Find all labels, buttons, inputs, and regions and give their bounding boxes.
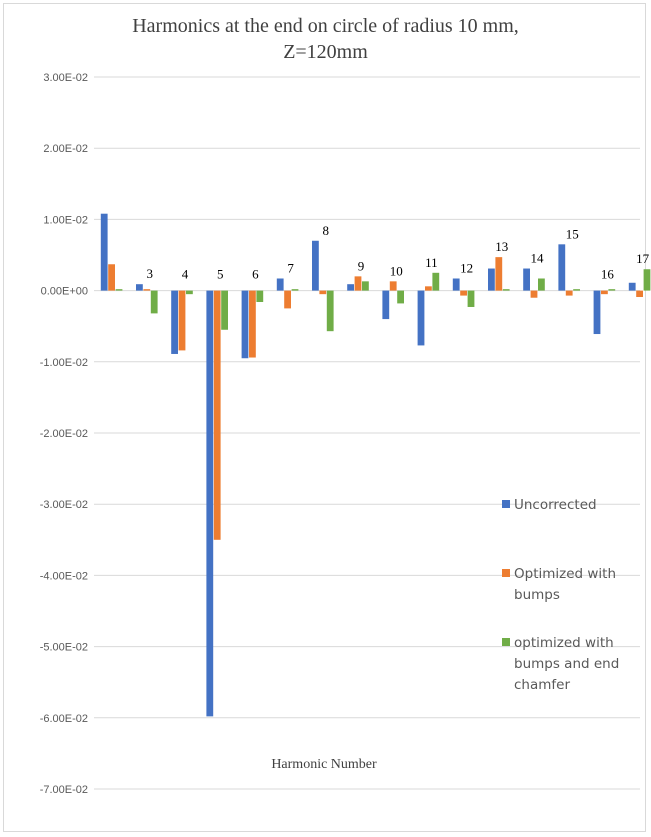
category-label: 9 bbox=[358, 258, 365, 273]
bar-uncorrected-h16 bbox=[593, 290, 601, 335]
bar-optimized-with-bumps-h2 bbox=[108, 264, 115, 291]
bar-optimized-with-bumps-h16 bbox=[601, 290, 608, 295]
bar-optimized-with-bumps-h13 bbox=[495, 257, 503, 291]
bars bbox=[100, 213, 651, 717]
category-label: 17 bbox=[636, 251, 650, 266]
bar-optimized-with-bumps-and-end-chamfer-h17 bbox=[643, 269, 651, 291]
bar-uncorrected-h8 bbox=[312, 240, 319, 291]
bar-optimized-with-bumps-h5 bbox=[213, 290, 221, 540]
y-tick-label: -2.00E-02 bbox=[40, 428, 88, 440]
bar-optimized-with-bumps-h7 bbox=[284, 290, 291, 309]
x-axis-title: Harmonic Number bbox=[271, 757, 377, 772]
bar-optimized-with-bumps-and-end-chamfer-h14 bbox=[538, 278, 545, 291]
legend-label: optimized with bbox=[514, 635, 614, 651]
y-tick-label: -1.00E-02 bbox=[40, 357, 88, 369]
bar-uncorrected-h3 bbox=[136, 284, 143, 291]
category-label: 5 bbox=[217, 267, 224, 282]
bar-optimized-with-bumps-and-end-chamfer-h16 bbox=[608, 289, 616, 291]
bar-optimized-with-bumps-and-end-chamfer-h2 bbox=[115, 289, 123, 291]
bar-optimized-with-bumps-h12 bbox=[460, 290, 467, 296]
bar-uncorrected-h14 bbox=[523, 268, 530, 291]
bar-optimized-with-bumps-h3 bbox=[143, 289, 151, 291]
category-label: 8 bbox=[323, 223, 330, 238]
bar-uncorrected-h11 bbox=[417, 290, 425, 346]
category-label: 6 bbox=[252, 267, 259, 282]
legend-label: bumps bbox=[514, 587, 560, 603]
bar-optimized-with-bumps-and-end-chamfer-h15 bbox=[573, 289, 580, 291]
bar-optimized-with-bumps-and-end-chamfer-h13 bbox=[502, 289, 510, 291]
bar-optimized-with-bumps-h10 bbox=[389, 281, 397, 291]
category-label: 15 bbox=[566, 226, 579, 241]
category-label: 7 bbox=[287, 260, 294, 275]
bar-optimized-with-bumps-h14 bbox=[530, 290, 538, 298]
bar-optimized-with-bumps-h15 bbox=[565, 290, 573, 296]
bar-optimized-with-bumps-and-end-chamfer-h6 bbox=[256, 290, 264, 302]
bar-optimized-with-bumps-and-end-chamfer-h8 bbox=[326, 290, 334, 332]
bar-uncorrected-h13 bbox=[488, 268, 495, 291]
legend-swatch bbox=[502, 500, 510, 508]
bar-optimized-with-bumps-h8 bbox=[319, 290, 327, 295]
bar-optimized-with-bumps-h4 bbox=[178, 290, 186, 351]
legend-swatch bbox=[502, 569, 510, 577]
bar-uncorrected-h10 bbox=[382, 290, 390, 320]
bar-uncorrected-h15 bbox=[558, 244, 566, 291]
bar-uncorrected-h4 bbox=[171, 290, 178, 354]
y-tick-label: -3.00E-02 bbox=[40, 499, 88, 511]
bar-uncorrected-h17 bbox=[628, 282, 636, 291]
category-label: 12 bbox=[460, 260, 473, 275]
category-label: 10 bbox=[390, 263, 403, 278]
y-tick-label: -5.00E-02 bbox=[40, 642, 88, 654]
category-labels: 3456789101112131415161718 bbox=[147, 223, 650, 282]
chart-frame bbox=[3, 3, 646, 832]
bar-uncorrected-h12 bbox=[452, 278, 460, 291]
bar-optimized-with-bumps-and-end-chamfer-h11 bbox=[432, 272, 440, 291]
bar-optimized-with-bumps-and-end-chamfer-h9 bbox=[362, 281, 369, 291]
y-tick-label: -4.00E-02 bbox=[40, 570, 88, 582]
category-label: 14 bbox=[531, 251, 545, 266]
legend-swatch bbox=[502, 638, 510, 646]
y-tick-label: 2.00E-02 bbox=[43, 143, 88, 155]
category-label: 3 bbox=[147, 266, 154, 281]
category-label: 4 bbox=[182, 267, 189, 282]
bar-optimized-with-bumps-and-end-chamfer-h10 bbox=[397, 290, 404, 304]
bar-optimized-with-bumps-h9 bbox=[354, 276, 362, 291]
bar-optimized-with-bumps-and-end-chamfer-h7 bbox=[291, 289, 299, 291]
bar-uncorrected-h6 bbox=[241, 290, 249, 359]
y-axis-ticks: 3.00E-02 2.00E-02 1.00E-02 0.00E+00 -1.00E-0… bbox=[40, 72, 88, 796]
bar-optimized-with-bumps-and-end-chamfer-h12 bbox=[467, 290, 475, 307]
category-label: 13 bbox=[495, 239, 508, 254]
bar-optimized-with-bumps-h6 bbox=[249, 290, 256, 358]
legend-label: Uncorrected bbox=[514, 497, 597, 513]
bar-optimized-with-bumps-h17 bbox=[636, 290, 643, 298]
bar-optimized-with-bumps-h11 bbox=[425, 286, 432, 291]
category-label: 16 bbox=[601, 267, 615, 282]
category-label: 11 bbox=[425, 255, 438, 270]
bar-uncorrected-h7 bbox=[276, 278, 284, 291]
y-tick-label: 3.00E-02 bbox=[43, 72, 88, 84]
chart-subtitle: Z=120mm bbox=[283, 41, 368, 63]
bar-uncorrected-h5 bbox=[206, 290, 214, 717]
bar-optimized-with-bumps-and-end-chamfer-h3 bbox=[150, 290, 158, 314]
legend-label: bumps and end bbox=[514, 656, 619, 672]
bar-optimized-with-bumps-and-end-chamfer-h4 bbox=[186, 290, 193, 295]
chart-title: Harmonics at the end on circle of radius… bbox=[132, 15, 519, 37]
bar-uncorrected-h2 bbox=[100, 213, 108, 291]
bar-uncorrected-h9 bbox=[347, 284, 354, 291]
legend-label: Optimized with bbox=[514, 566, 616, 582]
y-tick-label: -6.00E-02 bbox=[40, 713, 88, 725]
legend-label: chamfer bbox=[514, 677, 570, 693]
legend: Uncorrected Optimized with bumps optimized … bbox=[502, 497, 619, 693]
y-tick-label: 1.00E-02 bbox=[43, 214, 88, 226]
y-tick-label: -7.00E-02 bbox=[40, 784, 88, 796]
y-tick-label: 0.00E+00 bbox=[41, 286, 88, 298]
bar-optimized-with-bumps-and-end-chamfer-h5 bbox=[221, 290, 228, 330]
